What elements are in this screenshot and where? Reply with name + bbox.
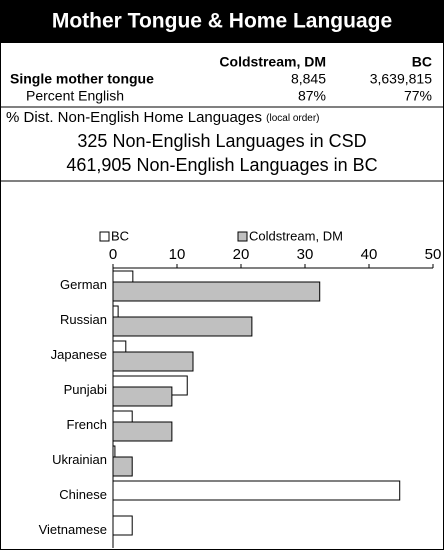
column-header: Coldstream, DM <box>219 54 326 70</box>
row-label: Single mother tongue <box>10 71 154 87</box>
y-tick-label: German <box>60 277 107 292</box>
summary-title-text: % Dist. Non-English Home Languages <box>6 109 262 126</box>
x-tick-label: 30 <box>297 246 314 263</box>
x-tick-label: 0 <box>109 246 117 263</box>
x-tick-label: 40 <box>361 246 378 263</box>
bar <box>112 386 173 407</box>
legend-swatch <box>237 231 248 242</box>
cell: 87% <box>298 88 326 104</box>
x-tick-label: 10 <box>169 246 186 263</box>
y-tick-label: Punjabi <box>64 382 107 397</box>
cell: 77% <box>404 88 432 104</box>
y-tick-label: French <box>67 417 107 432</box>
bar <box>112 421 173 442</box>
legend-swatch <box>99 231 110 242</box>
row-label: Percent English <box>26 88 124 104</box>
y-tick-label: Vietnamese <box>39 522 107 537</box>
y-tick-label: Ukrainian <box>52 452 107 467</box>
bar <box>112 351 194 372</box>
header-title: Mother Tongue & Home Language <box>52 10 392 33</box>
summary-title: % Dist. Non-English Home Languages (loca… <box>6 109 320 126</box>
x-tick-label: 50 <box>425 246 442 263</box>
bar <box>112 515 133 536</box>
summary-note: (local order) <box>266 113 319 124</box>
column-header: BC <box>412 54 432 70</box>
bar <box>112 316 253 337</box>
y-tick-label: Chinese <box>59 487 107 502</box>
header-bar <box>0 0 444 43</box>
bar <box>112 480 401 501</box>
summary-line: 461,905 Non-English Languages in BC <box>66 155 377 175</box>
cell: 3,639,815 <box>370 71 432 87</box>
y-tick-label: Russian <box>60 312 107 327</box>
summary-line: 325 Non-English Languages in CSD <box>77 131 366 151</box>
legend-label: Coldstream, DM <box>249 228 343 243</box>
bar <box>112 456 133 477</box>
bar <box>112 281 321 302</box>
x-tick-label: 20 <box>233 246 250 263</box>
y-tick-label: Japanese <box>51 347 107 362</box>
legend-label: BC <box>111 228 129 243</box>
cell: 8,845 <box>291 71 326 87</box>
